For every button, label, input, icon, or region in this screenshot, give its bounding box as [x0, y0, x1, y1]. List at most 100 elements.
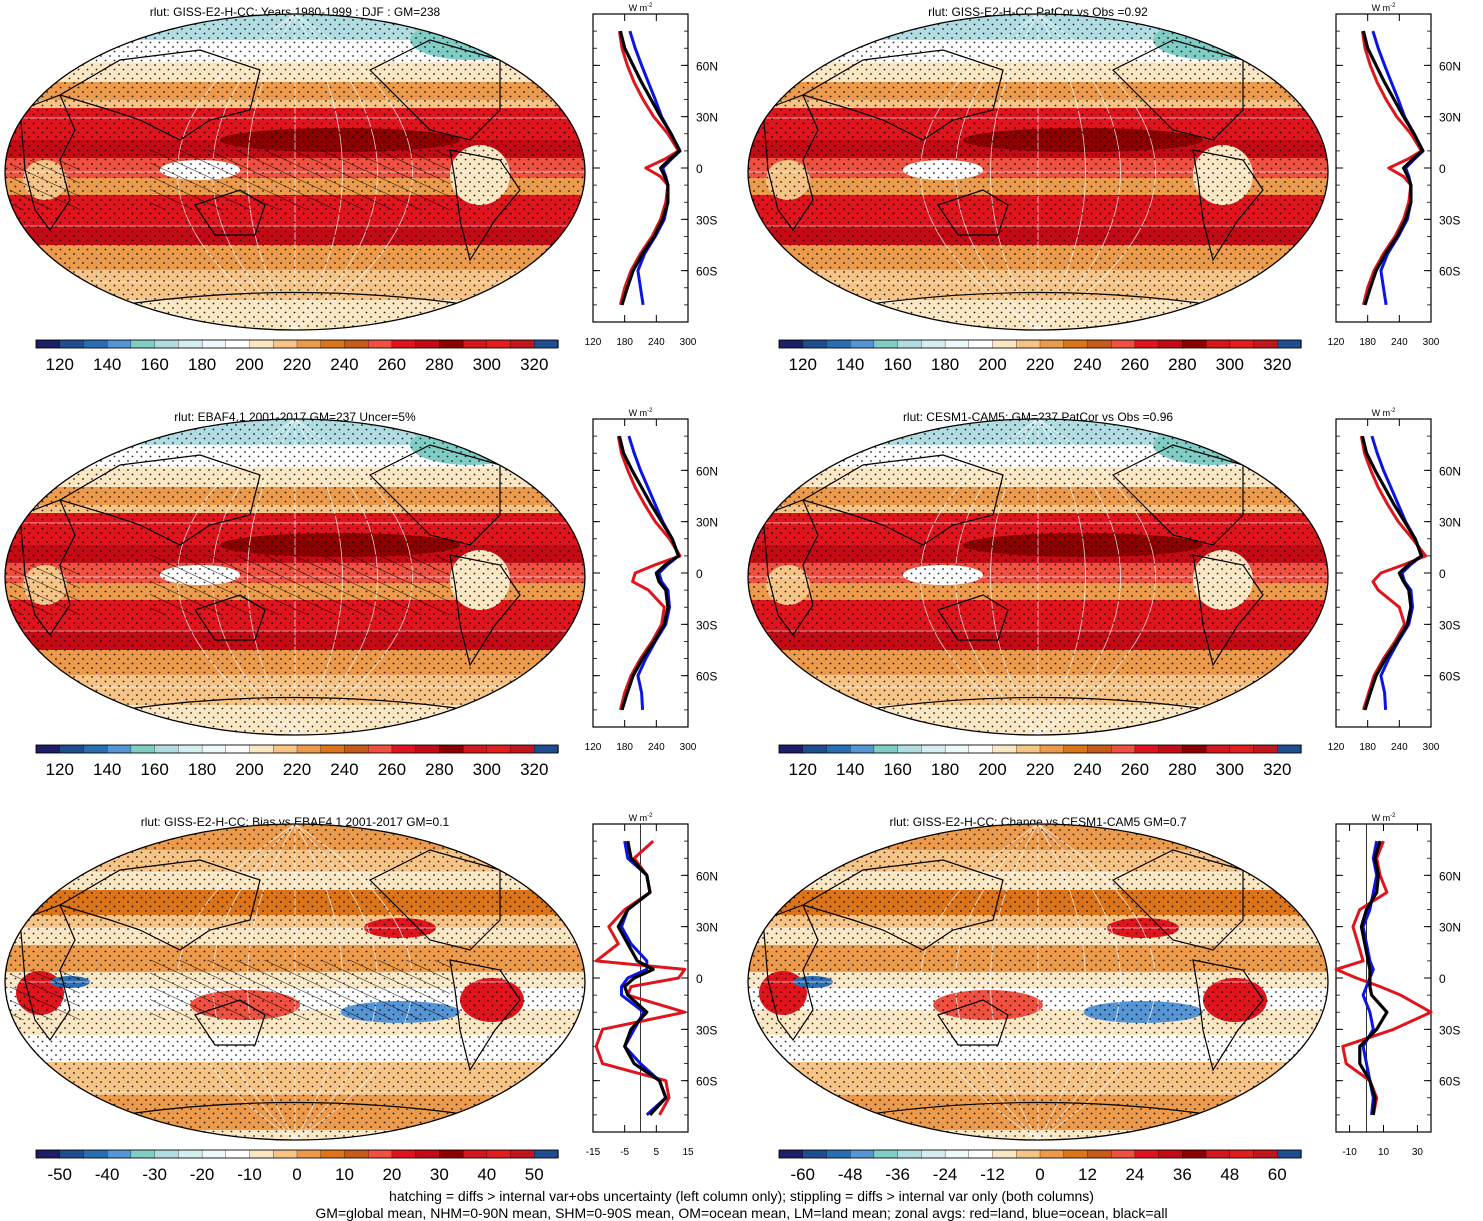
colorbar-tick-label: 120 [789, 760, 817, 779]
stippling-overlay [748, 419, 1328, 735]
colorbar-swatch [201, 744, 227, 754]
colorbar-swatch [344, 744, 369, 754]
lat-label: 30S [1439, 213, 1460, 227]
colorbar-frame [35, 744, 559, 754]
colorbar-swatch [1158, 744, 1184, 754]
colorbar-tick-label: -24 [933, 1165, 958, 1184]
zonal-mean-plot: 60N 30N 0 30S 60S 120 180 240 300 W m-2 [585, 3, 718, 348]
stippling-overlay [748, 14, 1328, 330]
panel-cesm-climatology-svg: rlut: CESM1-CAM5: GM=237 PatCor vs Obs =… [747, 408, 1461, 779]
colorbar-tick-label: 120 [789, 355, 817, 374]
colorbar-tick-label: -60 [790, 1165, 815, 1184]
colorbar-tick-label: 300 [473, 355, 501, 374]
panel-title: rlut: GISS-E2-H-CC PatCor vs Obs =0.92 [928, 5, 1148, 19]
unit-label: W m-2 [1372, 813, 1396, 823]
colorbar-swatch [415, 339, 441, 349]
colorbar-tick-label: 160 [883, 760, 911, 779]
map-field [5, 14, 585, 330]
stippling-overlay [748, 824, 1328, 1140]
colorbar-swatch [273, 339, 298, 349]
colorbar-tick-label: 160 [883, 355, 911, 374]
zonal-line-ocean [1370, 435, 1423, 710]
colorbar-swatch [968, 1149, 994, 1159]
colorbar-tick-label: 220 [283, 760, 311, 779]
colorbar-tick-label: 300 [1216, 355, 1244, 374]
colorbar-swatch [462, 1149, 488, 1159]
colorbar-swatch [439, 744, 464, 754]
unit-label: W m-2 [1372, 3, 1396, 13]
colorbar-swatch [201, 339, 227, 349]
value-tick-label: 10 [1378, 1147, 1390, 1158]
lat-label: 60S [1439, 670, 1460, 684]
panel-ebaf-observations: rlut: EBAF4.1 2001-2017 GM=237 Uncer=5% 1… [0, 405, 740, 810]
panel-giss-change-svg: rlut: GISS-E2-H-CC: Change vs CESM1-CAM5… [747, 813, 1461, 1184]
colorbar-swatch [921, 744, 946, 754]
colorbar-swatch [1253, 1149, 1278, 1159]
colorbar-swatch [107, 1149, 132, 1159]
colorbar-swatch [826, 339, 851, 349]
colorbar-swatch [391, 1149, 417, 1159]
coastlines [19, 39, 521, 306]
colorbar-frame [778, 1149, 1302, 1159]
colorbar-tick-label: 200 [978, 355, 1006, 374]
lat-label: 0 [696, 972, 703, 986]
colorbar-swatch [944, 1149, 970, 1159]
colorbar-swatch [850, 339, 875, 349]
unit-label: W m-2 [629, 408, 653, 418]
zonal-line-all [1358, 840, 1389, 1116]
colorbar-swatch [368, 339, 393, 349]
hatching-overlay [10, 565, 80, 615]
colorbar-swatch [897, 339, 923, 349]
zonal-line-land [1360, 30, 1423, 306]
colorbar-swatch [130, 339, 156, 349]
colorbar-swatch [225, 339, 251, 349]
lat-label: 60N [696, 464, 718, 478]
colorbar-swatch [1111, 1149, 1136, 1159]
lat-label: 60S [696, 670, 717, 684]
colorbar-swatch [439, 1149, 464, 1159]
colorbar-swatch [1134, 1149, 1160, 1159]
lat-label: 60S [696, 1075, 717, 1089]
zonal-mean-plot: 60N 30N 0 30S 60S 120 180 240 300 W m-2 [585, 408, 718, 753]
colorbar-tick-label: 36 [1173, 1165, 1192, 1184]
colorbar-swatch [154, 744, 180, 754]
lat-label: 60N [1439, 59, 1461, 73]
colorbar-tick-label: 280 [1168, 760, 1196, 779]
panel-giss-bias-svg: rlut: GISS-E2-H-CC: Bias vs EBAF4.1 2001… [4, 813, 718, 1184]
coastlines [762, 444, 1264, 711]
colorbar-swatch [320, 1149, 346, 1159]
unit-label: W m-2 [629, 813, 653, 823]
colorbar-swatch [826, 1149, 851, 1159]
zonal-line-all [618, 30, 682, 306]
colorbar-swatch [225, 1149, 251, 1159]
colorbar-tick-label: 260 [1121, 355, 1149, 374]
value-tick-label: 120 [1328, 337, 1345, 348]
lat-label: 60N [1439, 869, 1461, 883]
lat-label: 30N [696, 516, 718, 530]
colorbar-tick-label: 120 [46, 355, 74, 374]
colorbar-swatch [1111, 744, 1136, 754]
zonal-line-all [617, 435, 681, 711]
colorbar-swatch [534, 339, 559, 349]
colorbar-tick-label: 24 [1125, 1165, 1144, 1184]
colorbar-frame [778, 744, 1302, 754]
colorbar-tick-label: -36 [885, 1165, 910, 1184]
colorbar-tick-label: -20 [190, 1165, 215, 1184]
lat-label: 60S [1439, 1075, 1460, 1089]
zonal-line-all [1360, 435, 1424, 711]
value-tick-label: 300 [680, 337, 697, 348]
value-tick-label: 300 [1423, 742, 1440, 753]
colorbar-swatch [35, 1149, 61, 1159]
map-field [748, 14, 1328, 330]
colorbar-tick-label: 320 [520, 355, 548, 374]
colorbar-tick-label: 280 [1168, 355, 1196, 374]
value-tick-label: 300 [680, 742, 697, 753]
colorbar-tick-label: 220 [1026, 355, 1054, 374]
value-tick-label: 120 [585, 337, 602, 348]
panel-title: rlut: EBAF4.1 2001-2017 GM=237 Uncer=5% [174, 410, 416, 424]
colorbar-swatch [344, 1149, 369, 1159]
colorbar-swatch [1205, 1149, 1231, 1159]
colorbar-tick-label: 30 [430, 1165, 449, 1184]
zonal-line-ocean [627, 435, 680, 710]
colorbar-swatch [296, 744, 322, 754]
